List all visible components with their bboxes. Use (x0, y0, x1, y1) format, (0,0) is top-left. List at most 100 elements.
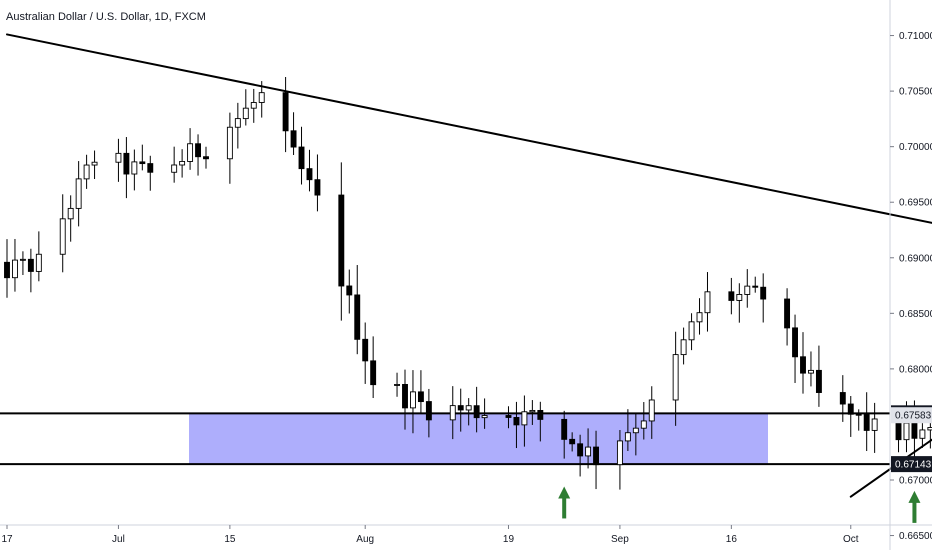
chart-title: Australian Dollar / U.S. Dollar, 1D, FXC… (6, 11, 206, 23)
candle-body (871, 418, 878, 431)
price-axis: 0.71000 0.70500 0.70000 0.69500 0.69000 0.685… (890, 31, 932, 542)
candle-body (314, 179, 321, 196)
price-tick-label: 0.69000 (899, 253, 932, 264)
candle-body (394, 384, 400, 386)
support-zone-fill (189, 413, 768, 465)
candle-body (306, 168, 313, 181)
candle-body (792, 327, 798, 358)
candle-body (91, 161, 98, 166)
time-tick-label: 15 (224, 534, 236, 545)
candle-body (784, 298, 791, 329)
candle-body (362, 338, 369, 362)
candle-body (147, 163, 154, 173)
candle-body (704, 291, 711, 314)
candle-body (123, 152, 130, 175)
candle-body (624, 432, 631, 442)
time-tick-label: Sep (611, 534, 629, 545)
candle-body (298, 146, 305, 170)
price-tick-label: 0.66500 (899, 531, 932, 542)
price-label-text: 0.67583 (895, 411, 932, 422)
candle-body (27, 258, 34, 272)
candle-body (800, 356, 806, 374)
price-tick-label: 0.70000 (899, 142, 932, 153)
horizontal-lines-layer (0, 412, 890, 466)
candle-body (290, 130, 297, 148)
price-tick-label: 0.68500 (899, 309, 932, 320)
candle-body (481, 415, 488, 419)
time-tick-label: Oct (843, 534, 859, 545)
candle-body (195, 143, 201, 158)
candle-body (35, 253, 42, 272)
candle-body (67, 207, 74, 220)
candle-body (569, 438, 576, 445)
candle-body (847, 403, 854, 415)
candle-body (919, 429, 926, 439)
candle-body (417, 391, 424, 403)
candle-body (131, 161, 138, 175)
time-tick-label: 19 (503, 534, 515, 545)
candle-body (258, 92, 265, 103)
candle-body (855, 413, 862, 416)
candle-body (402, 384, 408, 409)
candle-body (513, 417, 520, 426)
price-tick-label: 0.67000 (899, 476, 932, 487)
candle-body (203, 156, 209, 160)
candle-body (449, 405, 456, 421)
candle-body (187, 143, 194, 162)
candle-body (616, 440, 623, 466)
candles-layer (4, 77, 932, 490)
arrow-aug-up-arrow (558, 486, 571, 519)
candle-body (577, 443, 584, 457)
candle-body (12, 259, 18, 279)
candle-body (115, 152, 122, 163)
candle-body (473, 405, 480, 419)
candle-body (59, 218, 66, 255)
candle-body (903, 422, 910, 441)
price-tick-label: 0.68000 (899, 364, 932, 375)
candle-body (744, 285, 751, 295)
candle-body (863, 414, 870, 431)
candle-body (250, 102, 257, 109)
candle-body (585, 446, 592, 457)
candle-body (672, 354, 679, 401)
candle-body (537, 409, 544, 420)
time-tick-label: 17 (1, 534, 13, 545)
candle-body (529, 409, 536, 413)
long-term-resistance-trendline (6, 33, 932, 224)
candle-body (226, 126, 233, 160)
candle-body (346, 285, 353, 296)
time-tick-label: Aug (356, 534, 374, 545)
candle-body (139, 161, 146, 165)
time-tick-label: 16 (726, 534, 738, 545)
candle-body (696, 312, 703, 323)
arrows-layer (558, 486, 921, 523)
candle-body (648, 399, 655, 422)
price-label-text: 0.67143 (895, 460, 932, 471)
candle-body (19, 258, 26, 261)
price-tick-label: 0.70500 (899, 87, 932, 98)
candle-body (752, 285, 759, 288)
candle-body (410, 391, 416, 409)
price-tick-label: 0.69500 (899, 198, 932, 209)
candle-body (171, 164, 178, 173)
arrow-head (558, 486, 571, 499)
candle-body (839, 392, 846, 405)
candle-body (640, 420, 647, 429)
support-zone-layer (189, 413, 768, 465)
time-tick-label: Jul (112, 534, 125, 545)
candle-body (808, 369, 814, 374)
price-label-box (891, 407, 932, 424)
candle-body (561, 418, 568, 440)
candle-body (354, 294, 361, 340)
price-tick-label: 0.71000 (899, 31, 932, 42)
candle-body (465, 405, 472, 411)
candle-body (927, 427, 932, 431)
candle-body (632, 427, 639, 434)
candle-body (282, 92, 289, 132)
arrow-oct-up-arrow (908, 490, 921, 523)
candle-body (75, 178, 82, 209)
candle-body (593, 446, 599, 466)
candle-body (505, 415, 512, 418)
